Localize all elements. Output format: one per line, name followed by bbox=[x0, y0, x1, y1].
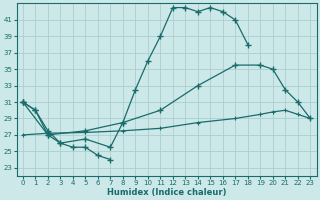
X-axis label: Humidex (Indice chaleur): Humidex (Indice chaleur) bbox=[107, 188, 226, 197]
